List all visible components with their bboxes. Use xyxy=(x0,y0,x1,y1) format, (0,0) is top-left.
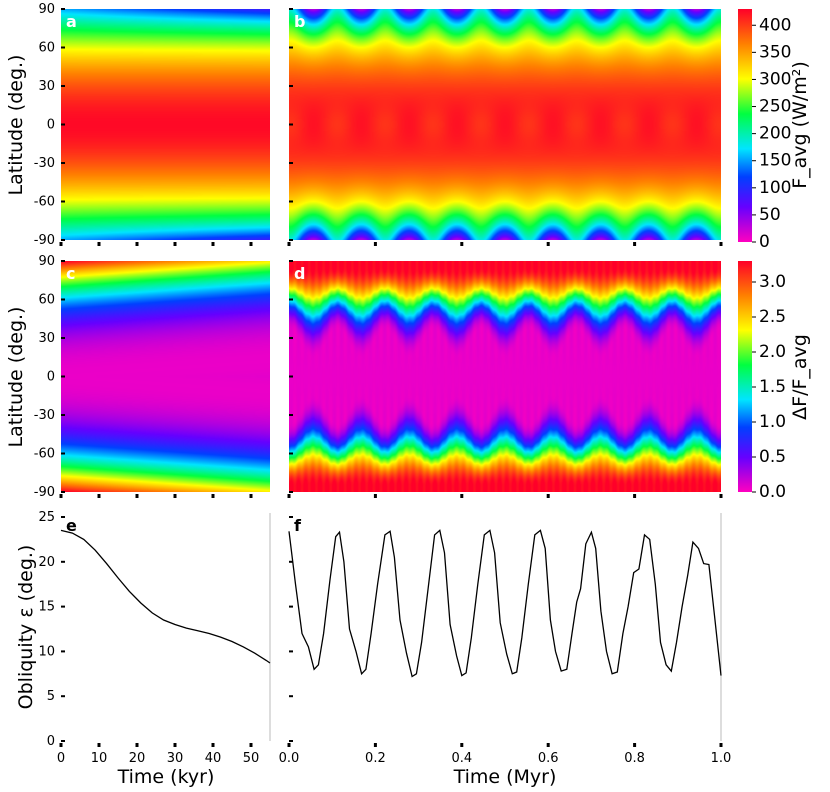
colorbar-tick-label: 1.5 xyxy=(759,377,786,397)
panel-label-c: c xyxy=(66,264,75,283)
xlabel-myr: Time (Myr) xyxy=(453,766,557,788)
y-tick-label: 60 xyxy=(38,41,55,56)
y-tick-label: 0 xyxy=(47,118,55,133)
y-tick-label: 90 xyxy=(38,254,55,269)
y-tick-label: -30 xyxy=(34,156,55,171)
y-tick-label: 0 xyxy=(47,370,55,385)
y-tick-label: 90 xyxy=(38,2,55,17)
y-tick-label: -90 xyxy=(34,485,55,500)
x-tick-label: 50 xyxy=(243,751,260,766)
panel-label-f: f xyxy=(294,516,302,535)
y-tick-label: 60 xyxy=(38,293,55,308)
panel-label-d: d xyxy=(294,264,305,283)
x-tick-label: 0.0 xyxy=(279,751,300,766)
colorbar-tick-label: 0.5 xyxy=(759,447,786,467)
x-tick-label: 10 xyxy=(91,751,108,766)
colorbar-bottom xyxy=(738,261,752,492)
x-tick-label: 1.0 xyxy=(711,751,732,766)
x-tick-label: 0.4 xyxy=(451,751,472,766)
y-tick-label: 0 xyxy=(47,734,55,749)
panel-label-e: e xyxy=(66,516,77,535)
y-tick-label: 15 xyxy=(38,600,55,615)
colorbar-tick-label: 350 xyxy=(759,42,791,62)
colorbar-tick-label: 2.0 xyxy=(759,342,786,362)
x-tick-label: 20 xyxy=(129,751,146,766)
x-tick-label: 30 xyxy=(167,751,184,766)
colorbar-tick-label: 50 xyxy=(759,205,781,225)
colorbar-tick-label: 2.5 xyxy=(759,307,786,327)
obliquity-line-e xyxy=(60,529,271,664)
colorbar-bottom-label: ΔF/F_avg xyxy=(789,334,811,420)
y-tick-label: 30 xyxy=(38,331,55,346)
panel-label-b: b xyxy=(294,12,305,31)
heatmap-d xyxy=(289,261,721,492)
heatmap-c xyxy=(61,261,270,492)
x-tick-label: 0.2 xyxy=(365,751,386,766)
colorbar-tick-label: 400 xyxy=(759,15,791,35)
xlabel-kyr: Time (kyr) xyxy=(117,766,215,788)
obliquity-line-f xyxy=(288,529,722,678)
colorbar-tick-label: 150 xyxy=(759,151,791,171)
x-tick-label: 0.6 xyxy=(538,751,559,766)
heatmap-a xyxy=(61,9,270,240)
y-tick-label: 20 xyxy=(38,555,55,570)
colorbar-tick-label: 200 xyxy=(759,124,791,144)
ylabel-bottom: Obliquity ε (deg.) xyxy=(15,545,37,710)
y-tick-label: -60 xyxy=(34,195,55,210)
ylabel-top: Latitude (deg.) xyxy=(5,55,27,196)
colorbar-tick-label: 3.0 xyxy=(759,272,786,292)
y-tick-label: -30 xyxy=(34,408,55,423)
colorbar-top xyxy=(738,9,752,242)
y-tick-label: 10 xyxy=(38,644,55,659)
colorbar-tick-label: 0 xyxy=(759,232,770,252)
colorbar-tick-label: 0.0 xyxy=(759,482,786,502)
colorbar-tick-label: 250 xyxy=(759,97,791,117)
ylabel-middle: Latitude (deg.) xyxy=(5,307,27,448)
x-tick-label: 0.8 xyxy=(624,751,645,766)
y-tick-label: 5 xyxy=(47,689,55,704)
x-tick-label: 40 xyxy=(205,751,222,766)
colorbar-tick-label: 300 xyxy=(759,69,791,89)
y-tick-label: -90 xyxy=(34,233,55,248)
panel-label-a: a xyxy=(66,12,77,31)
heatmap-b xyxy=(289,9,721,240)
x-tick-label: 0 xyxy=(57,751,65,766)
y-tick-label: 25 xyxy=(38,510,55,525)
y-tick-label: 30 xyxy=(38,79,55,94)
tick-layer: -90-60-300306090-90-60-30030609005010015… xyxy=(34,2,792,766)
y-tick-label: -60 xyxy=(34,447,55,462)
colorbar-tick-label: 1.0 xyxy=(759,412,786,432)
colorbar-tick-label: 100 xyxy=(759,178,791,198)
colorbar-top-label: F_avg (W/m²) xyxy=(789,61,811,189)
